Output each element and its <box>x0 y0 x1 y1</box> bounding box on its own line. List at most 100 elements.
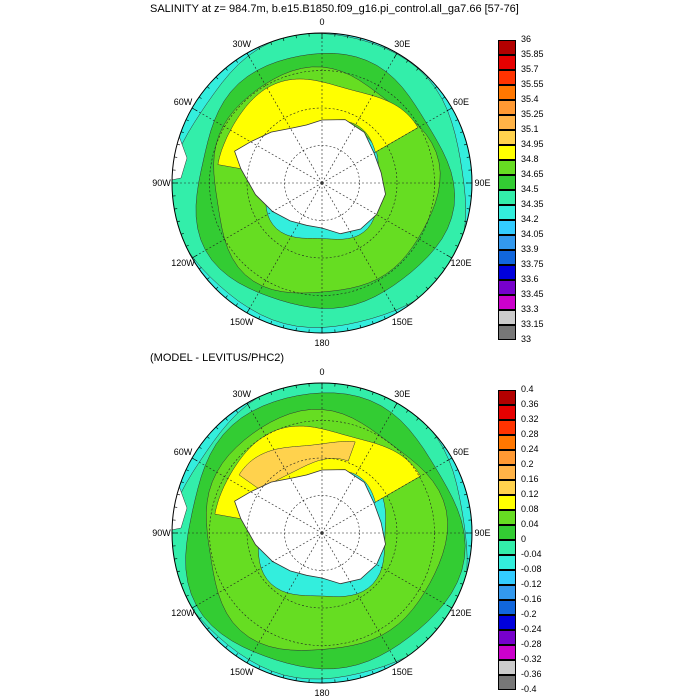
boundary-tick <box>282 38 285 42</box>
colorbar-label: -0.04 <box>521 549 542 559</box>
boundary-tick <box>442 617 446 620</box>
colorbar-label: 34.05 <box>521 229 544 239</box>
boundary-tick <box>295 35 297 39</box>
boundary-tick <box>174 506 178 508</box>
boundary-tick <box>191 254 198 259</box>
boundary-tick <box>174 208 178 210</box>
boundary-tick <box>282 674 285 678</box>
boundary-tick <box>455 119 459 122</box>
longitude-label: 150W <box>230 666 254 677</box>
colorbar-swatch <box>498 465 516 480</box>
boundary-tick <box>446 457 453 462</box>
boundary-tick <box>446 254 453 259</box>
boundary-tick <box>455 594 459 597</box>
longitude-label: 180 <box>314 338 330 348</box>
boundary-tick <box>191 457 198 462</box>
colorbar-swatch <box>498 540 516 555</box>
latitude-circle <box>246 107 398 259</box>
boundary-tick <box>460 582 464 585</box>
colorbar-swatch <box>498 235 516 250</box>
boundary-tick <box>180 582 184 585</box>
boundary-tick <box>442 267 446 270</box>
boundary-tick <box>235 303 238 307</box>
colorbar-label: 34.2 <box>521 214 539 224</box>
boundary-tick <box>258 396 261 400</box>
colorbar-swatch <box>498 390 516 405</box>
colorbar-label: -0.16 <box>521 594 542 604</box>
boundary-tick <box>393 657 398 664</box>
boundary-tick <box>206 436 210 439</box>
boundary-tick <box>246 657 251 664</box>
boundary-tick <box>206 277 210 280</box>
boundary-tick <box>442 446 446 449</box>
colorbar-label: 35.7 <box>521 64 539 74</box>
boundary-tick <box>282 324 285 328</box>
longitude-label: 120E <box>450 257 472 268</box>
boundary-tick <box>466 506 470 508</box>
colorbar-swatch <box>498 100 516 115</box>
colorbar-swatch <box>498 175 516 190</box>
meridian-line <box>246 532 323 664</box>
boundary-tick <box>185 119 189 122</box>
meridian-line <box>321 182 398 314</box>
colorbar-label: 33.45 <box>521 289 544 299</box>
colorbar-swatch <box>498 450 516 465</box>
boundary-tick <box>455 469 459 472</box>
colorbar-label: -0.12 <box>521 579 542 589</box>
boundary-tick <box>406 653 409 657</box>
boundary-tick <box>393 402 398 409</box>
difference-polar-map <box>171 382 473 684</box>
colorbar-swatch <box>498 220 516 235</box>
boundary-tick <box>446 107 453 112</box>
colorbar-swatch <box>498 265 516 280</box>
boundary-tick <box>347 677 349 681</box>
boundary-tick <box>258 46 261 50</box>
boundary-tick <box>463 220 467 223</box>
boundary-tick <box>235 409 238 413</box>
boundary-tick <box>416 417 419 421</box>
colorbar-label: -0.24 <box>521 624 542 634</box>
boundary-tick <box>180 232 184 235</box>
boundary-tick <box>270 391 273 395</box>
boundary-tick <box>425 286 429 290</box>
meridian-line <box>246 52 323 184</box>
boundary-tick <box>258 316 261 320</box>
colorbar-swatch <box>498 675 516 690</box>
colorbar-label: 0.04 <box>521 519 539 529</box>
colorbar-label: 0.4 <box>521 384 534 394</box>
boundary-tick <box>174 558 178 560</box>
longitude-label: 30W <box>232 38 252 49</box>
colorbar-swatch <box>498 205 516 220</box>
boundary-tick <box>191 107 198 112</box>
colorbar-label: -0.32 <box>521 654 542 664</box>
boundary-tick <box>198 96 202 99</box>
boundary-tick <box>393 307 398 314</box>
longitude-label: 150W <box>230 316 254 327</box>
colorbar-swatch <box>498 115 516 130</box>
boundary-tick <box>446 604 453 609</box>
meridian-line <box>191 532 323 609</box>
colorbar-label: -0.28 <box>521 639 542 649</box>
colorbar-label: 33 <box>521 334 532 344</box>
boundary-tick <box>206 86 210 89</box>
longitude-label: 90E <box>474 177 491 188</box>
colorbar-label: 35.55 <box>521 79 544 89</box>
latitude-circle <box>246 457 398 609</box>
boundary-tick <box>416 67 419 71</box>
boundary-tick <box>460 481 464 484</box>
boundary-tick <box>270 671 273 675</box>
colorbar-label: 0.28 <box>521 429 539 439</box>
boundary-tick <box>225 67 228 71</box>
colorbar-label: 33.6 <box>521 274 539 284</box>
colorbar-swatch <box>498 310 516 325</box>
colorbar-label: 35.1 <box>521 124 539 134</box>
boundary-tick <box>406 409 409 413</box>
boundary-tick <box>416 295 419 299</box>
colorbar-label: 0.36 <box>521 399 539 409</box>
colorbar-swatch <box>498 660 516 675</box>
panel1-title: SALINITY at z= 984.7m, b.e15.B1850.f09_g… <box>150 3 519 15</box>
antarctica-land <box>234 119 386 235</box>
meridian-line <box>321 182 453 259</box>
boundary-tick <box>371 321 374 325</box>
meridian-line <box>321 107 453 184</box>
